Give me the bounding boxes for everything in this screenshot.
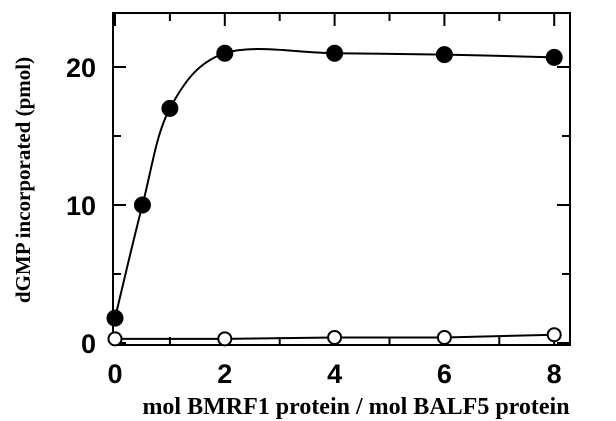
y-tick-label: 20 [66,53,96,83]
series-1-point [161,99,179,117]
x-tick-label: 2 [217,359,232,389]
series-1-point [326,44,344,62]
x-axis-title: mol BMRF1 protein / mol BALF5 protein [142,394,569,420]
series-2-point [546,327,562,343]
x-tick-label: 8 [547,359,562,389]
x-tick-label: 0 [107,359,122,389]
series-1-point [435,46,453,64]
tick-labels: 0 2 4 6 8 0 10 20 [66,53,562,389]
series-1-point [216,44,234,62]
series-2-point [327,329,343,345]
series-2-point [217,331,233,347]
x-tick-label: 4 [327,359,342,389]
series-2-point [107,331,123,347]
y-tick-label: 0 [81,329,96,359]
series-1-line [114,48,555,319]
y-tick-label: 10 [66,191,96,221]
x-tick-label: 6 [437,359,452,389]
series-1-point [106,309,124,327]
series-2-point [436,329,452,345]
y-axis-title: dGMP incorporated (pmol) [11,57,35,303]
series-1-point [545,48,563,66]
series-layer [106,44,563,347]
ticks [113,13,570,345]
plot-frame [112,12,571,346]
series-1-point [133,196,151,214]
